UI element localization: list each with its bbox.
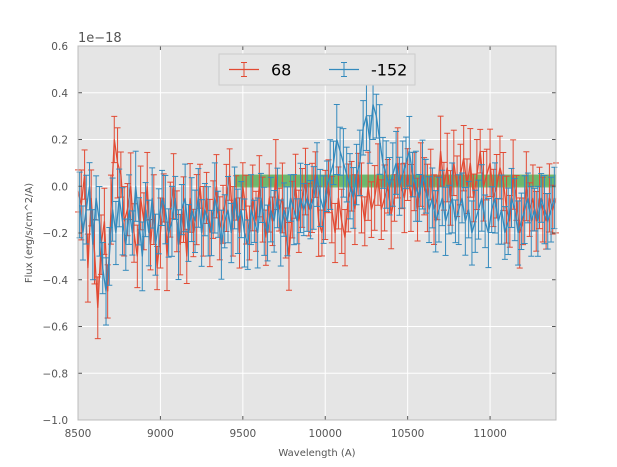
ticks: 8500 9000 9500 10000 10500 11000 −1.0 −0.8 −0.6 −…: [43, 41, 557, 440]
y-tick-label: −0.6: [43, 322, 69, 334]
y-tick-label: 0.4: [51, 88, 68, 100]
x-tick-label: 9500: [229, 428, 256, 440]
series-line--152: [78, 104, 556, 292]
y-tick-label: −1.0: [43, 415, 69, 427]
x-tick-label: 10500: [391, 428, 424, 440]
y-tick-label: 0.2: [51, 135, 68, 147]
legend-label: 68: [271, 61, 291, 80]
x-tick-label: 11000: [473, 428, 506, 440]
series--152: [76, 68, 558, 326]
series-layer: [75, 68, 559, 340]
legend-label: -152: [371, 61, 407, 80]
y-axis-label: Flux (erg/s/cm^2/A): [24, 183, 35, 283]
y-tick-label: −0.2: [43, 228, 69, 240]
y-tick-label: 0.6: [51, 41, 68, 53]
y-offset-label: 1e−18: [78, 31, 122, 46]
legend: 68 -152: [218, 53, 416, 86]
y-tick-label: −0.4: [43, 275, 69, 287]
legend-item--152: -152: [329, 61, 407, 80]
x-tick-label: 10000: [309, 428, 342, 440]
axes-frame: [77, 45, 557, 421]
y-tick-label: −0.8: [43, 368, 69, 380]
x-tick-label: 8500: [65, 428, 92, 440]
x-tick-label: 9000: [147, 428, 174, 440]
x-axis-label: Wavelength (A): [278, 448, 355, 459]
y-tick-label: 0.0: [51, 181, 68, 193]
legend-item-68: 68: [229, 61, 291, 80]
